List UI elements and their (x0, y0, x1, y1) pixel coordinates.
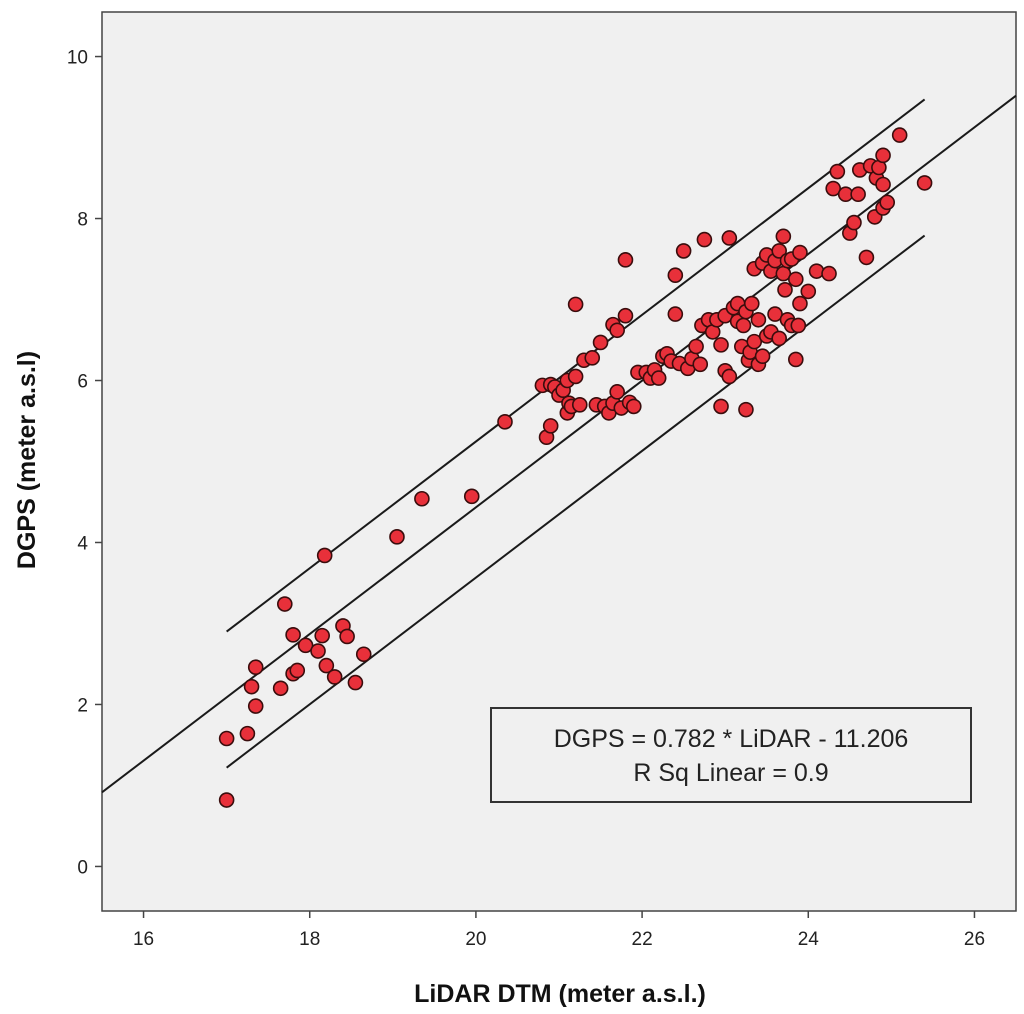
data-point (790, 317, 807, 334)
x-tick-label: 20 (465, 929, 486, 950)
data-point (746, 333, 763, 350)
data-point (617, 252, 634, 268)
data-point (771, 243, 787, 259)
data-point (738, 401, 754, 418)
x-tick-label: 24 (798, 929, 820, 950)
data-point (218, 730, 235, 747)
data-point (609, 322, 625, 339)
data-point (829, 163, 846, 180)
data-point (743, 295, 760, 312)
data-point (775, 228, 792, 245)
data-point (800, 283, 817, 300)
data-point (788, 271, 804, 288)
data-point (339, 628, 355, 645)
data-point (696, 231, 713, 248)
data-point (713, 337, 729, 353)
y-tick-label: 4 (77, 533, 88, 554)
data-point (314, 627, 330, 644)
regression-equation: DGPS = 0.782 * LiDAR - 11.206 (554, 725, 909, 753)
data-point (875, 147, 891, 164)
data-point (285, 627, 301, 643)
data-point (788, 351, 804, 368)
data-point (414, 490, 430, 507)
data-point (825, 180, 842, 197)
data-point (850, 186, 866, 203)
interval-line-lower (226, 234, 926, 769)
data-point (721, 368, 738, 385)
data-point (609, 384, 625, 400)
data-point (667, 267, 684, 284)
data-point (592, 334, 609, 351)
data-point (316, 547, 333, 564)
data-point (750, 311, 767, 328)
data-point (721, 230, 738, 246)
data-point (310, 643, 326, 659)
x-tick-label: 26 (964, 929, 985, 950)
y-axis-title: DGPS (meter a.s.l) (13, 351, 41, 569)
data-point (771, 330, 787, 347)
data-point (567, 368, 584, 385)
data-point (247, 659, 264, 676)
r-squared-label: R Sq Linear = 0.9 (633, 759, 828, 787)
data-point (497, 414, 513, 430)
data-point (276, 596, 293, 612)
data-point (858, 249, 875, 266)
data-point (239, 725, 256, 742)
data-point (808, 263, 825, 279)
data-point (692, 356, 709, 373)
interval-line-upper (226, 98, 926, 633)
x-axis-title: LiDAR DTM (meter a.s.l.) (414, 980, 706, 1008)
data-point (243, 678, 260, 695)
x-tick-label: 22 (632, 929, 653, 950)
data-point (272, 680, 289, 697)
data-point (754, 348, 771, 365)
data-point (713, 398, 729, 415)
data-point (688, 338, 704, 355)
y-tick-label: 0 (77, 857, 88, 878)
data-point (326, 669, 343, 685)
y-tick-label: 6 (77, 372, 88, 393)
y-tick-label: 10 (67, 48, 88, 69)
data-point (389, 529, 405, 545)
data-point (846, 214, 862, 231)
data-point (916, 175, 933, 191)
fit-line (101, 94, 1017, 794)
x-tick-label: 16 (133, 929, 154, 950)
data-point (289, 662, 306, 679)
annotation-box (490, 707, 972, 803)
data-point (650, 370, 667, 386)
data-point (625, 398, 642, 415)
data-point (297, 637, 314, 654)
x-tick-label: 18 (299, 929, 320, 950)
data-point (735, 317, 752, 334)
y-tick-label: 8 (77, 210, 88, 231)
data-point (875, 176, 891, 193)
data-point (617, 307, 634, 324)
data-points (218, 127, 933, 808)
data-point (567, 296, 584, 313)
equation-annotation: DGPS = 0.782 * LiDAR - 11.206 R Sq Linea… (490, 707, 972, 803)
data-point (542, 418, 559, 434)
data-point (792, 244, 808, 261)
data-point (767, 306, 783, 322)
data-point (667, 306, 684, 322)
data-point (355, 646, 372, 663)
data-point (247, 698, 264, 714)
data-point (792, 295, 808, 312)
data-point (879, 194, 896, 211)
data-point (821, 265, 837, 282)
data-point (675, 243, 692, 259)
data-point (571, 397, 588, 413)
data-point (891, 127, 908, 143)
data-point (347, 674, 364, 691)
data-point (584, 350, 601, 366)
data-point (318, 657, 335, 674)
regression-lines (101, 94, 1017, 794)
data-point (218, 792, 235, 808)
data-point (777, 281, 793, 298)
data-point (463, 488, 480, 505)
y-tick-label: 2 (77, 695, 88, 716)
